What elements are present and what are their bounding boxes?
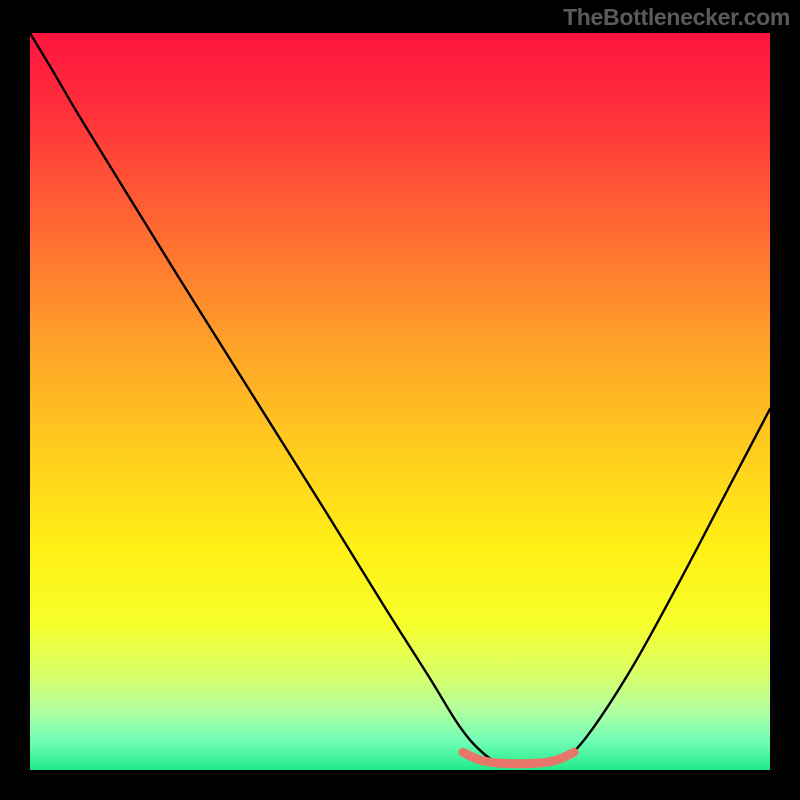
watermark-text: TheBottlenecker.com: [563, 4, 790, 31]
chart-svg: [30, 33, 770, 770]
gradient-background: [30, 33, 770, 770]
chart-frame: TheBottlenecker.com: [0, 0, 800, 800]
plot-area: [30, 33, 770, 770]
